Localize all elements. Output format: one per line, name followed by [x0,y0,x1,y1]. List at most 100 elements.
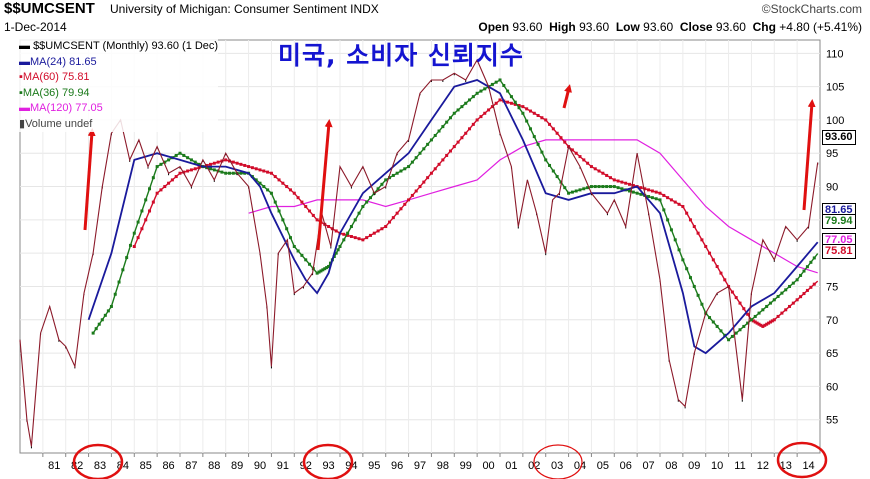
series-ma60-point [540,116,544,120]
series-ma60-point [395,211,399,215]
series-ma60-point [536,113,540,117]
series-ma60-point [696,231,700,235]
chart-date: 1-Dec-2014 [4,20,67,34]
series-ma60-point [658,191,662,195]
series-ma60-point [582,158,586,162]
series-ma60-point [418,185,422,189]
series-ma36-point [456,108,460,112]
series-ma36-point [628,189,632,193]
series-ma36-point [193,160,197,164]
series-ma36-point [525,119,529,123]
series-ma36-point [805,265,809,269]
series-ma36-point [167,158,171,162]
series-ma60-point [460,136,464,140]
series-ma36-point [563,186,567,190]
series-name: University of Michigan: Consumer Sentime… [110,2,379,16]
series-ma36-point [662,208,666,212]
series-ma36-point [765,304,769,308]
series-ma60-point [715,264,719,268]
series-ma60-point [224,158,228,162]
x-tick-label: 09 [688,460,700,472]
series-ma36-point [799,273,803,277]
series-ma36-point [551,169,555,173]
series-ma60-point [346,233,350,237]
series-ma36-point [334,251,338,255]
series-ma36-point [328,261,332,265]
series-ma36-point [685,267,689,271]
series-ma36-point [521,111,525,115]
series-ma36-point [136,220,140,224]
series-ma36-point [426,142,430,146]
series-ma60-point [704,245,708,248]
series-ma36-point [616,186,620,190]
series-ma36-point [281,218,285,222]
series-ma60-point [471,122,475,126]
series-ma36-point [795,278,799,282]
series-ma36-point [788,284,792,288]
series-ma36-point [399,169,403,173]
last-value-tag: 93.60 [822,130,856,145]
series-ma60-point [357,237,361,241]
series-ma36-point [506,89,510,93]
series-ma36-point [205,166,209,170]
y-tick-label: 75 [826,281,838,293]
series-ma60-point [304,205,308,209]
x-tick-label: 01 [505,460,517,472]
series-ma60-point [620,180,624,184]
series-ma60-point [601,171,605,175]
ohlc-readout: Open 93.60 High 93.60 Low 93.60 Close 93… [478,20,862,34]
x-tick-label: 14 [802,460,814,472]
series-ma60-point [384,225,388,229]
series-ma60-point [300,200,304,204]
y-tick-label: 70 [826,315,838,327]
series-ma60-point [380,227,384,231]
series-ma36-point [159,162,163,166]
series-ma36-point [317,270,321,274]
series-ma60-point [216,160,220,164]
x-tick-label: 12 [757,460,769,472]
series-ma36-point [673,238,677,242]
series-ma36-point [445,120,449,124]
series-ma60-point [681,205,685,209]
series-ma60-point [761,324,765,328]
series-ma36-point [715,324,719,328]
series-ma36-point [332,254,336,258]
stockcharts-logo[interactable]: ©StockCharts.com [761,2,862,16]
series-ma60-point [429,171,433,175]
close-label: Close [679,20,713,34]
series-ma120 [248,139,818,274]
high-value: 93.60 [579,20,610,34]
series-ma60-point [186,169,190,173]
series-ma60-point [407,198,411,202]
series-ma60-point [759,323,763,327]
series-ma60-point [509,101,513,105]
series-ma36-point [243,171,247,175]
series-ma60-point [399,207,403,211]
series-ma36-point [761,308,765,312]
series-ma36-point [148,187,152,191]
series-ma60-point [292,191,296,195]
series-ma60-point [155,191,159,195]
series-ma60-point [791,301,795,305]
series-ma60-point [311,213,315,217]
series-ma60-point [677,202,681,206]
series-ma36-point [582,187,586,191]
x-tick-label: 99 [460,460,472,472]
series-ma60-point [167,181,171,185]
series-ma36-point [749,318,753,322]
series-ma60-point [784,308,788,312]
series-ma60-point [723,278,727,282]
up-arrow-1993 [316,119,333,251]
series-ma36-point [753,314,757,318]
series-ma36-point [578,188,582,192]
series-ma60-point [738,301,742,305]
series-layer [19,58,819,449]
series-ma60-point [391,216,395,220]
series-ma36-point [384,178,388,182]
series-ma36-point [597,185,601,189]
series-ma60-point [669,198,673,202]
series-ma36-point [593,185,597,189]
series-ma60-point [170,178,174,182]
series-ma24 [87,79,819,355]
series-ma60-point [403,202,407,206]
